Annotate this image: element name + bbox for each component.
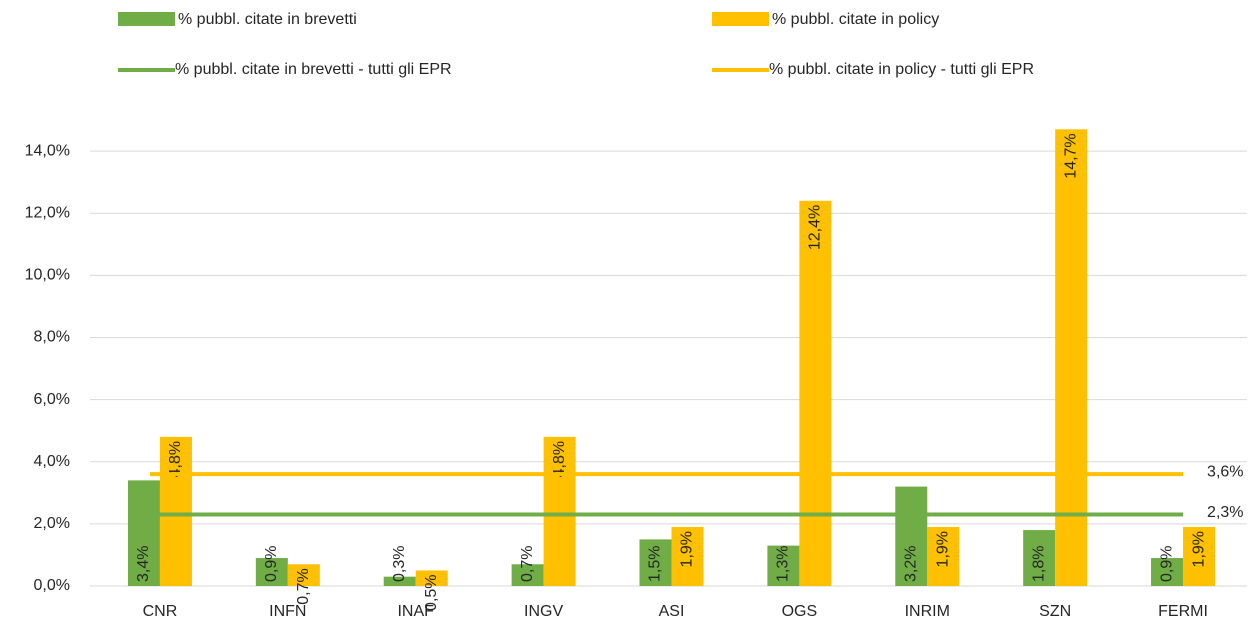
legend-label: % pubbl. citate in brevetti - tutti gli … <box>175 61 452 78</box>
x-tick-label: INGV <box>524 603 563 620</box>
x-tick-label: INFN <box>269 603 306 620</box>
data-label: 12,4% <box>807 205 824 250</box>
data-label: 14,7% <box>1062 133 1079 178</box>
data-label: 1,9% <box>1190 531 1207 567</box>
x-tick-label: INRIM <box>905 603 950 620</box>
bar <box>383 576 416 586</box>
legend-swatch <box>118 12 175 26</box>
bar <box>799 200 832 587</box>
y-tick-label: 2,0% <box>34 515 70 532</box>
legend-label: % pubbl. citate in brevetti <box>178 11 357 28</box>
bar <box>639 539 672 586</box>
y-tick-label: 4,0% <box>34 453 70 470</box>
y-tick-label: 8,0% <box>34 329 70 346</box>
reference-label: 2,3% <box>1207 504 1243 521</box>
data-label: 1,9% <box>679 531 696 567</box>
data-label: 4,8% <box>551 441 568 477</box>
y-tick-label: 10,0% <box>25 267 70 284</box>
y-tick-label: 12,0% <box>25 204 70 221</box>
bar <box>1151 558 1184 586</box>
data-label: 1,8% <box>1030 546 1047 582</box>
legend-label: % pubbl. citate in policy <box>772 11 939 28</box>
x-tick-label: FERMI <box>1158 603 1208 620</box>
bar <box>415 570 448 586</box>
bar <box>671 526 704 586</box>
data-label: 0,3% <box>391 546 408 582</box>
y-tick-label: 6,0% <box>34 391 70 408</box>
bar <box>767 545 800 586</box>
bar <box>927 526 960 586</box>
data-label: 0,7% <box>295 568 312 604</box>
x-tick-label: SZN <box>1039 603 1071 620</box>
data-label: 0,9% <box>263 546 280 582</box>
bar <box>255 558 288 586</box>
bar <box>1023 530 1056 586</box>
reference-label: 3,6% <box>1207 463 1243 480</box>
x-tick-label: CNR <box>143 603 178 620</box>
bar <box>895 486 928 586</box>
bar <box>1055 129 1088 586</box>
data-label: 1,9% <box>934 531 951 567</box>
data-label: 3,4% <box>135 546 152 582</box>
data-label: 0,5% <box>423 574 440 610</box>
legend-label: % pubbl. citate in policy - tutti gli EP… <box>769 61 1034 78</box>
bar <box>127 480 160 586</box>
x-tick-label: ASI <box>659 603 685 620</box>
bar <box>543 436 576 586</box>
x-tick-label: OGS <box>782 603 818 620</box>
x-tick-label: INAF <box>397 603 434 620</box>
bar <box>511 564 544 586</box>
legend-swatch <box>712 12 769 26</box>
y-tick-label: 0,0% <box>34 577 70 594</box>
data-label: 1,3% <box>775 546 792 582</box>
data-label: 1,5% <box>647 546 664 582</box>
data-label: 4,8% <box>167 441 184 477</box>
data-label: 3,2% <box>902 546 919 582</box>
bar <box>1183 526 1216 586</box>
data-label: 0,9% <box>1158 546 1175 582</box>
bar <box>287 564 320 586</box>
bar <box>159 436 192 586</box>
y-tick-label: 14,0% <box>25 142 70 159</box>
data-label: 0,7% <box>519 546 536 582</box>
